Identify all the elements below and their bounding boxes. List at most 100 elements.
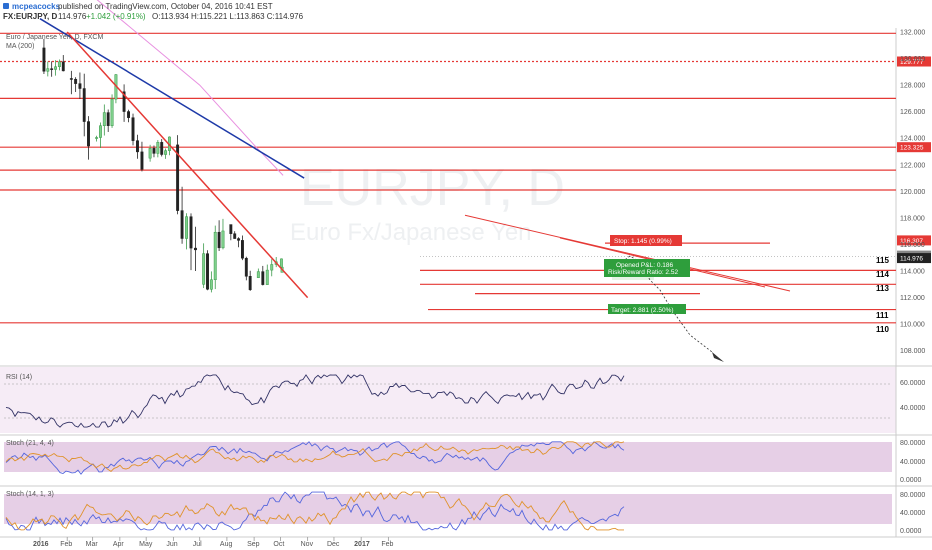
indicator-lines	[4, 374, 892, 531]
candle-body-22	[148, 148, 152, 159]
price-tick-9: 114.000	[900, 269, 925, 276]
level-label-113: 113	[876, 284, 889, 293]
trendline-1	[66, 31, 309, 299]
stoch1-tick-40: 40.0000	[900, 459, 925, 466]
price-tick-0: 132.000	[900, 29, 925, 36]
price-tag-box-4	[897, 253, 931, 264]
price-tag-box-0	[897, 56, 931, 67]
candle-body-13	[102, 112, 106, 126]
candle-body-38	[221, 230, 225, 249]
time-tick-label-3: Apr	[113, 541, 125, 548]
candle-body-19	[131, 117, 135, 141]
candle-body-25	[160, 142, 164, 155]
candle-body-8	[78, 83, 82, 89]
stop-box[interactable]	[610, 235, 682, 246]
stoch2-k-line	[5, 491, 625, 531]
stoch2-label[interactable]: Stoch (14, 1, 3)	[6, 491, 54, 498]
candle-body-32	[194, 247, 197, 251]
time-tick-label-4: May	[139, 541, 153, 548]
rsi-tick-60: 60.0000	[900, 380, 925, 387]
symbol-label[interactable]: FX:EURJPY, D	[3, 12, 57, 21]
stoch1-band	[4, 442, 892, 472]
price-tag-label-1: 123.325	[900, 145, 924, 152]
pnl-box[interactable]	[604, 259, 690, 277]
price-tag-box-1	[897, 142, 931, 153]
candle-body-31	[189, 216, 193, 249]
legend-name[interactable]: Euro / Japanese Yen, D, FXCM	[6, 34, 103, 41]
candle-body-7	[74, 78, 78, 84]
target-label: Target: 2.881 (2.50%)	[611, 307, 674, 314]
candle-body-3	[54, 66, 57, 70]
candle-body-46	[261, 271, 265, 285]
time-tick-label-12: 2017	[354, 541, 370, 548]
candle-body-37	[217, 231, 221, 249]
trendline-0	[39, 18, 305, 179]
time-tick-label-8: Sep	[247, 541, 260, 548]
candle-body-5	[61, 61, 65, 72]
stop-label: Stop: 1.145 (0.99%)	[614, 238, 672, 245]
candle-body-20	[136, 140, 139, 153]
rsi-line	[5, 374, 625, 428]
stoch2-d-line	[5, 491, 624, 531]
time-tick-label-6: Jul	[193, 541, 202, 548]
stoch1-tick-80: 80.0000	[900, 440, 925, 447]
stoch1-k-line	[5, 441, 625, 475]
price-tick-3: 126.000	[900, 109, 925, 116]
candle-body-26	[164, 150, 168, 155]
candle-body-51	[279, 258, 283, 268]
ma200-line	[96, 0, 284, 176]
candle-body-40	[233, 233, 237, 239]
candle-body-9	[82, 88, 86, 122]
candle-body-21	[140, 151, 144, 170]
candle-body-0	[42, 47, 46, 72]
candles	[42, 38, 284, 293]
candle-body-39	[229, 224, 233, 234]
candle-body-41	[237, 238, 241, 241]
ma-legend[interactable]: MA (200)	[6, 43, 34, 50]
stoch1-d-line	[5, 441, 625, 472]
target-box[interactable]	[608, 304, 686, 314]
time-axis-ticks: 2016 Feb Mar Apr May Jun Jul Aug Sep Oct Nov Dec 201…	[33, 537, 394, 548]
candle-body-28	[176, 144, 180, 211]
stoch1-label[interactable]: Stoch (21, 4, 4)	[6, 440, 54, 447]
time-tick-label-13: Feb	[381, 541, 393, 548]
price-tag-label-4: 114.976	[900, 256, 923, 263]
ohlc-values: O:113.934 H:115.221 L:113.863 C:114.976	[152, 12, 304, 21]
published-text: published on TradingView.com, October 04…	[58, 2, 273, 11]
candle-body-29	[180, 210, 184, 239]
projection-path[interactable]	[621, 255, 713, 353]
level-label-111: 111	[876, 311, 889, 320]
triangle-upper	[464, 214, 791, 292]
candle-body-42	[240, 240, 244, 259]
time-tick-label-9: Oct	[273, 541, 284, 548]
price-tag-label-2: 116.307	[900, 238, 923, 245]
price-tag-label-0: 129.777	[900, 59, 924, 66]
candle-body-33	[202, 253, 206, 285]
time-tick-label-1: Feb	[60, 541, 72, 548]
candle-body-23	[152, 148, 156, 154]
candle-body-44	[248, 276, 252, 290]
pnl-label: Opened P&L: 0.186	[616, 262, 673, 269]
level-label-114: 114	[876, 270, 889, 279]
author-link[interactable]: mcpeacocks	[12, 2, 61, 11]
level-label-110: 110	[876, 325, 889, 334]
rsi-label[interactable]: RSI (14)	[6, 374, 32, 381]
candle-body-45	[256, 271, 260, 278]
author-avatar-icon[interactable]	[3, 3, 9, 9]
rr-label: Risk/Reward Ratio: 2.52	[608, 269, 678, 276]
candle-body-14	[106, 112, 110, 126]
candle-body-18	[127, 111, 130, 118]
level-label-115: 115	[876, 256, 889, 265]
candle-body-34	[206, 253, 209, 290]
time-tick-label-5: Jun	[166, 541, 177, 548]
price-tick-1: 130.000	[900, 56, 925, 63]
last-price: 114.976	[58, 12, 87, 21]
stoch2-tick-80: 80.0000	[900, 492, 925, 499]
price-tick-7: 118.000	[900, 215, 925, 222]
price-change: +1.042 (+0.91%)	[86, 12, 146, 21]
candle-body-30	[185, 216, 188, 239]
projection-arrow	[712, 352, 724, 362]
candle-body-24	[156, 142, 160, 154]
